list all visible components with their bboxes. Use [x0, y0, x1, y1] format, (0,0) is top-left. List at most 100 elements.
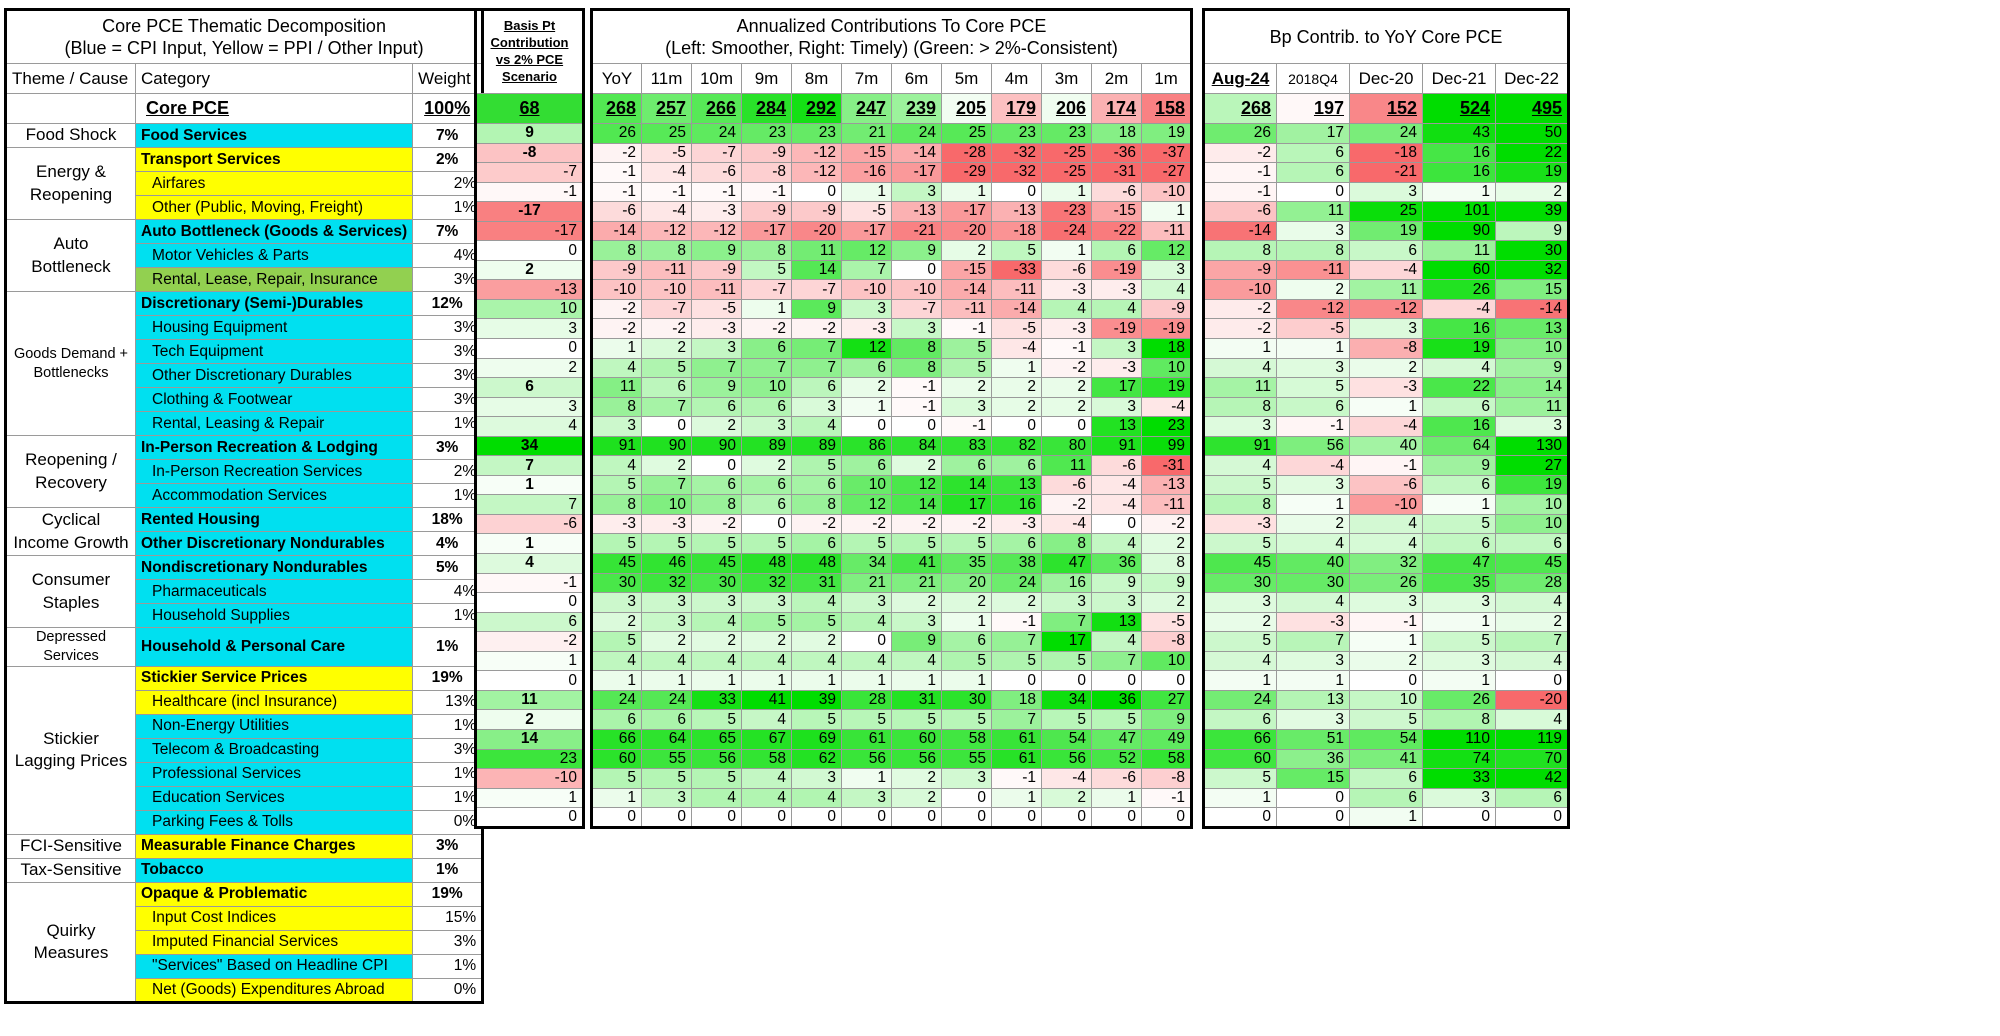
annualized-value: -12	[791, 162, 842, 183]
annualized-value: 6	[641, 709, 692, 730]
yoy-contribution-value: 8	[1202, 240, 1277, 261]
annualized-value: 1	[590, 338, 642, 359]
annualized-value: 3	[841, 787, 892, 809]
annualized-value: 2	[741, 631, 792, 652]
yoy-contribution-value: -1	[1276, 416, 1350, 437]
col-header-Dec-20: Dec-20	[1349, 63, 1423, 94]
annualized-value: 12	[841, 240, 892, 261]
yoy-contribution-value: 45	[1202, 553, 1277, 574]
annualized-value: -6	[1091, 768, 1142, 789]
annualized-value: -21	[891, 220, 942, 242]
table-row: -2 6 -18 16 22	[1202, 142, 1570, 164]
annualized-value: -2	[590, 298, 642, 320]
annualized-value: 7	[791, 338, 842, 359]
category-label: Imputed Financial Services	[134, 929, 414, 955]
annualized-value: 3	[641, 611, 692, 633]
annualized-value: 27	[1141, 689, 1193, 711]
annualized-value: 3	[741, 416, 792, 437]
table-row: -17	[474, 220, 585, 242]
annualized-value: 2	[841, 377, 892, 398]
table-row: Rental, Lease, Repair, Insurance 3%	[6, 267, 485, 292]
bp-contribution-value: 1	[474, 787, 585, 809]
annualized-value: -3	[1041, 279, 1092, 300]
table-row: Stickier Lagging Prices Stickier Service …	[4, 665, 485, 835]
annualized-value: 4	[791, 592, 842, 613]
bp-contribution-value: -13	[474, 279, 585, 300]
yoy-contribution-value: -14	[1202, 220, 1277, 242]
annualized-value: 16	[1041, 572, 1092, 594]
category-label: Airfares	[134, 171, 414, 196]
yoy-contribution-value: 130	[1495, 435, 1570, 457]
decomposition-title-line1: Core PCE Thematic Decomposition	[102, 15, 386, 36]
yoy-contribution-value: 1	[1349, 396, 1423, 418]
yoy-contribution-value: -1	[1349, 455, 1423, 476]
annualized-value: -2	[1141, 513, 1193, 535]
category-label: Auto Bottleneck (Goods & Services)	[134, 219, 414, 244]
annualized-value: -5	[841, 201, 892, 222]
annualized-value: -2	[841, 513, 892, 535]
annualized-value: 31	[891, 689, 942, 711]
annualized-value: 8	[590, 396, 642, 418]
annualized-value: 4	[1091, 533, 1142, 555]
annualized-value: 60	[590, 748, 642, 770]
yoy-contribution-value: 32	[1495, 259, 1570, 281]
table-row: Motor Vehicles & Parts 4%	[6, 243, 485, 268]
category-label: Discretionary (Semi-)Durables	[134, 291, 414, 316]
col-header-2018Q4: 2018Q4	[1276, 63, 1350, 94]
annualized-value: -4	[1091, 494, 1142, 515]
theme-label: Reopening / Recovery	[4, 435, 136, 508]
table-row: In-Person Recreation Services 2%	[6, 459, 485, 484]
annualized-value: 4	[741, 709, 792, 730]
table-row: 2 3 4 5 5 4 3 1 -1 7 13 -5	[590, 611, 1193, 633]
annualized-value: -12	[691, 220, 742, 242]
annualized-value: 56	[691, 748, 742, 770]
annualized-value: -17	[841, 220, 892, 242]
annualized-value: -16	[841, 162, 892, 183]
table-row: 8 8 6 11 30	[1202, 240, 1570, 261]
yoy-contribution-value: 4	[1202, 650, 1277, 672]
table-row: 3	[474, 396, 585, 418]
annualized-value: 0	[991, 807, 1042, 830]
bp-contribution-value: -6	[474, 513, 585, 535]
annualized-value: 206	[1041, 93, 1092, 124]
yoy-contribution-value: 9	[1495, 357, 1570, 379]
table-row: 11 6 9 10 6 2 -1 2 2 2 17 19	[590, 377, 1193, 398]
weight-value: 3%	[412, 267, 485, 292]
yoy-contribution-value: 3	[1276, 474, 1350, 496]
annualized-value: 3	[741, 592, 792, 613]
annualized-value: 1	[1141, 201, 1193, 222]
annualized-value: 1	[691, 670, 742, 691]
annualized-value: -11	[1141, 220, 1193, 242]
annualized-value: -25	[1041, 162, 1092, 183]
annualized-value: 4	[691, 787, 742, 809]
annualized-value: 56	[891, 748, 942, 770]
table-row: 45 46 45 48 48 34 41 35 38 47 36 8	[590, 553, 1193, 574]
yoy-contribution-value: 3	[1349, 181, 1423, 203]
table-row: 23	[474, 748, 585, 770]
theme-label: Stickier Lagging Prices	[4, 665, 136, 835]
theme-label: Depressed Services	[4, 627, 136, 667]
bp-header-line3: vs 2% PCE	[495, 52, 564, 67]
yoy-contribution-value: 5	[1422, 513, 1496, 535]
theme-label: Cyclical Income Growth	[4, 507, 136, 556]
annualized-value: 60	[891, 728, 942, 750]
yoy-contribution-value: 6	[1495, 787, 1570, 809]
bp-contribution-value: -2	[474, 631, 585, 652]
annualized-value: 61	[841, 728, 892, 750]
bp-contribution-value: 2	[474, 357, 585, 379]
annualized-value: 24	[590, 689, 642, 711]
yoy-contribution-value: 268	[1202, 93, 1277, 124]
annualized-value: 17	[1041, 631, 1092, 652]
annualized-value: 8	[891, 338, 942, 359]
yoy-contribution-value: 5	[1422, 631, 1496, 652]
bp-contribution-value: 0	[474, 670, 585, 691]
annualized-value: -31	[1141, 455, 1193, 476]
yoy-contribution-value: 17	[1276, 123, 1350, 144]
yoy-contribution-value: 30	[1202, 572, 1277, 594]
annualized-value: -6	[590, 201, 642, 222]
annualized-value: 0	[791, 807, 842, 830]
yoy-contribution-value: 19	[1422, 338, 1496, 359]
annualized-value: 5	[991, 240, 1042, 261]
yoy-contribution-value: 10	[1495, 494, 1570, 515]
